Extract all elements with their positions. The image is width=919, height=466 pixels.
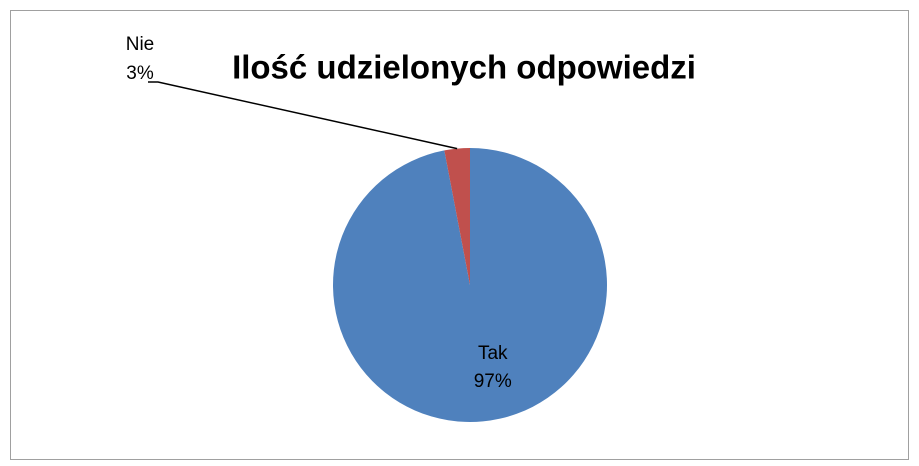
category-label: Tak [478, 343, 508, 364]
chart-title: Ilość udzielonych odpowiedzi [232, 49, 696, 86]
value-label: 3% [126, 63, 154, 84]
category-label: Nie [126, 34, 155, 55]
leader-line [148, 81, 458, 150]
pie-slice [444, 148, 470, 285]
pie-slice [332, 148, 607, 422]
value-label: 97% [474, 371, 512, 392]
